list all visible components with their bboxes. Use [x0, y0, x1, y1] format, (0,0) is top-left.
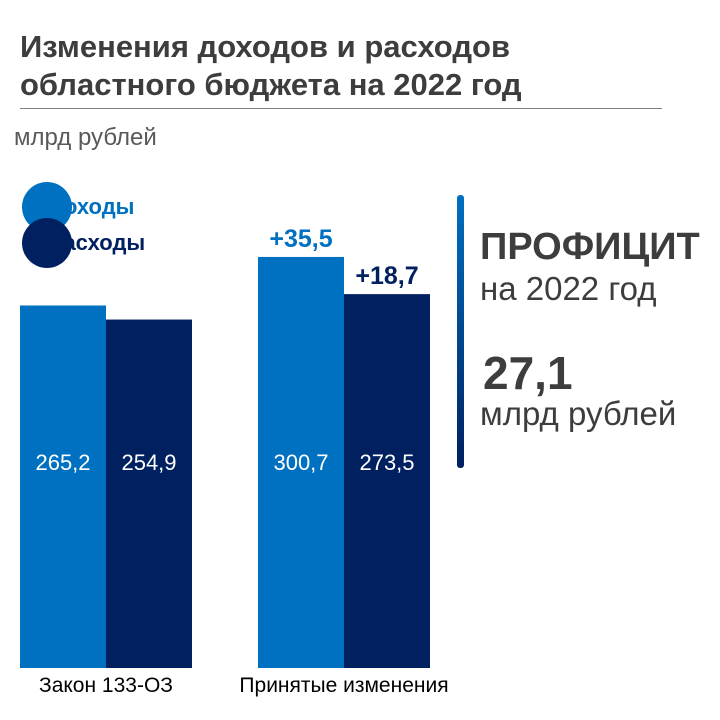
surplus-title: ПРОФИЦИТ — [480, 226, 700, 268]
title-line-1: Изменения доходов и расходов — [20, 29, 511, 64]
surplus-value: 27,1 — [483, 347, 573, 399]
title-line-2: областного бюджета на 2022 год — [20, 67, 522, 102]
data-label-expense-0: 254,9 — [121, 450, 176, 475]
bar-income-1 — [258, 256, 344, 668]
change-label-income: +35,5 — [269, 225, 332, 253]
surplus-unit: млрд рублей — [480, 395, 677, 432]
data-label-income-1: 300,7 — [273, 450, 328, 475]
surplus-year: на 2022 год — [480, 270, 657, 307]
bar-income-0 — [20, 305, 106, 668]
data-label-expense-1: 273,5 — [359, 450, 414, 475]
bar-expense-0 — [106, 319, 192, 668]
legend-label-income: доходы — [50, 194, 135, 219]
title-divider — [20, 108, 662, 109]
legend-item-expense: расходы — [22, 218, 145, 268]
page-title: Изменения доходов и расходов областного … — [20, 28, 660, 104]
accent-divider-bar — [457, 195, 464, 468]
unit-label: млрд рублей — [14, 124, 157, 151]
category-label-1: Принятые изменения — [239, 674, 448, 697]
change-label-expense: +18,7 — [355, 262, 418, 290]
data-label-income-0: 265,2 — [35, 450, 90, 475]
legend-label-expense: расходы — [50, 230, 146, 255]
category-label-0: Закон 133-ОЗ — [39, 674, 173, 697]
bar-expense-1 — [344, 294, 430, 668]
legend-dot-expense-icon — [22, 218, 72, 268]
